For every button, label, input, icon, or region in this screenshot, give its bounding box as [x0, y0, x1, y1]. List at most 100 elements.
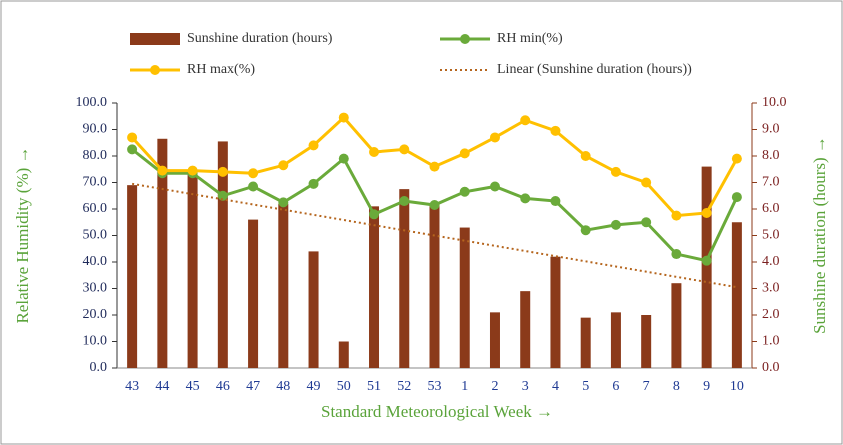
- legend-label: RH max(%): [187, 62, 255, 77]
- legend-swatch: [130, 33, 180, 45]
- x-tick-label: 47: [246, 379, 260, 394]
- point: [278, 197, 289, 208]
- y-tick-label: 30.0: [83, 281, 108, 296]
- x-tick-label: 50: [337, 379, 351, 394]
- legend-marker: [150, 65, 160, 75]
- point: [580, 225, 591, 236]
- point: [641, 177, 652, 188]
- point: [127, 144, 138, 155]
- bar: [429, 203, 440, 368]
- point: [701, 207, 712, 218]
- bar: [520, 291, 531, 368]
- bar: [731, 222, 742, 368]
- x-tick-label: 9: [703, 379, 710, 394]
- point: [520, 193, 531, 204]
- x-tick-label: 8: [673, 379, 680, 394]
- y-tick-label: 70.0: [83, 175, 108, 190]
- point: [278, 160, 289, 171]
- y2-tick-label: 0.0: [762, 360, 780, 375]
- y-tick-label: 0.0: [90, 360, 108, 375]
- point: [459, 186, 470, 197]
- y2-tick-label: 8.0: [762, 148, 780, 163]
- y2-tick-label: 7.0: [762, 175, 780, 190]
- x-tick-label: 3: [522, 379, 529, 394]
- y2-tick-label: 5.0: [762, 228, 780, 243]
- trendline: [131, 182, 738, 289]
- point: [399, 196, 410, 207]
- point: [550, 196, 561, 207]
- x-tick-label: 49: [307, 379, 321, 394]
- point: [489, 132, 500, 143]
- y2-tick-label: 6.0: [762, 201, 780, 216]
- y2-tick-label: 2.0: [762, 307, 780, 322]
- point: [338, 112, 349, 123]
- x-tick-label: 1: [461, 379, 468, 394]
- point: [701, 255, 712, 266]
- point: [489, 181, 500, 192]
- x-tick-label: 43: [125, 379, 139, 394]
- point: [248, 181, 259, 192]
- bar: [580, 317, 591, 368]
- point: [157, 165, 168, 176]
- point: [610, 219, 621, 230]
- y-tick-label: 90.0: [83, 122, 108, 137]
- point: [217, 166, 228, 177]
- bar: [641, 315, 652, 368]
- y-tick-label: 10.0: [83, 334, 108, 349]
- bar: [671, 283, 682, 368]
- bar: [217, 141, 228, 368]
- point: [610, 166, 621, 177]
- x-tick-label: 53: [428, 379, 442, 394]
- bar: [338, 341, 349, 368]
- point: [369, 209, 380, 220]
- x-tick-label: 51: [367, 379, 381, 394]
- y-tick-label: 100.0: [76, 95, 108, 110]
- y2-tick-label: 4.0: [762, 254, 780, 269]
- y-tick-label: 80.0: [83, 148, 108, 163]
- point: [641, 217, 652, 228]
- bar: [157, 138, 168, 368]
- point: [399, 144, 410, 155]
- legend-marker: [460, 34, 470, 44]
- y2-tick-label: 1.0: [762, 334, 780, 349]
- bar: [489, 312, 500, 368]
- point: [429, 200, 440, 211]
- bar: [399, 189, 410, 368]
- point: [308, 140, 319, 151]
- point: [671, 210, 682, 221]
- point: [520, 115, 531, 126]
- bar: [127, 185, 138, 368]
- x-tick-label: 52: [397, 379, 411, 394]
- x-tick-label: 10: [730, 379, 744, 394]
- point: [671, 249, 682, 260]
- bar: [459, 227, 470, 368]
- y-axis-title: Relative Humidity (%) →: [13, 146, 32, 323]
- x-tick-label: 45: [186, 379, 200, 394]
- x-tick-label: 44: [155, 379, 169, 394]
- legend-label: RH min(%): [497, 31, 563, 46]
- point: [338, 153, 349, 164]
- y2-tick-label: 10.0: [762, 95, 787, 110]
- point: [248, 168, 259, 179]
- x-tick-label: 2: [491, 379, 498, 394]
- point: [580, 151, 591, 161]
- legend-label: Sunshine duration (hours): [187, 31, 333, 46]
- x-tick-label: 48: [276, 379, 290, 394]
- bar: [308, 251, 319, 368]
- x-tick-label: 4: [552, 379, 559, 394]
- y-tick-label: 40.0: [83, 254, 108, 269]
- point: [429, 161, 440, 172]
- x-tick-label: 6: [612, 379, 619, 394]
- point: [187, 165, 198, 176]
- y2-tick-label: 3.0: [762, 281, 780, 296]
- point: [731, 192, 742, 203]
- point: [308, 178, 319, 189]
- x-tick-label: 46: [216, 379, 230, 394]
- point: [550, 125, 561, 136]
- point: [127, 132, 138, 143]
- bar: [550, 256, 561, 368]
- bar: [278, 203, 289, 368]
- legend-label: Linear (Sunshine duration (hours)): [497, 62, 692, 77]
- y-tick-label: 50.0: [83, 228, 108, 243]
